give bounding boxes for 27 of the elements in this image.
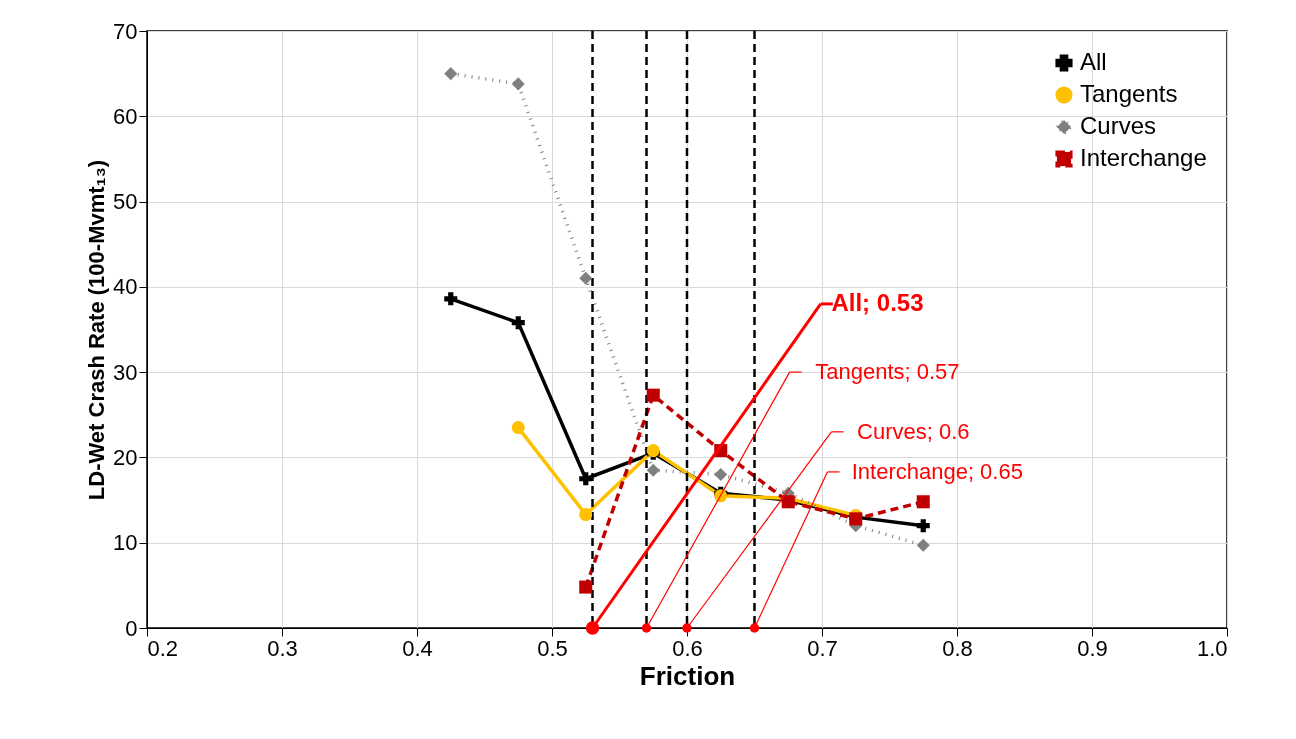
y-axis-title: LD-Wet Crash Rate (100-Mvmt₁₃) — [84, 159, 110, 501]
x-tick-label: 0.7 — [807, 635, 838, 661]
annotation: Curves; 0.6 — [857, 418, 970, 444]
x-tick-label: 0.3 — [267, 635, 298, 661]
x-tick-label: 0.6 — [672, 635, 703, 661]
y-tick-label: 40 — [113, 274, 138, 300]
y-tick-label: 0 — [125, 615, 138, 641]
y-tick-label: 60 — [113, 103, 138, 129]
y-tick-label: 10 — [113, 530, 138, 556]
legend-label: Interchange — [1080, 144, 1207, 171]
y-tick-label: 50 — [113, 189, 138, 215]
legend-label: Curves — [1080, 112, 1157, 139]
annotation: All; 0.53 — [831, 288, 924, 316]
legend-label: All — [1080, 48, 1107, 75]
annotation: Tangents; 0.57 — [815, 359, 960, 385]
legend-label: Tangents — [1080, 80, 1178, 107]
y-tick-label: 70 — [113, 18, 138, 44]
x-tick-label: 0.9 — [1077, 635, 1108, 661]
x-tick-label: 1.0 — [1196, 635, 1228, 661]
annotation: Interchange; 0.65 — [851, 458, 1023, 484]
y-tick-label: 30 — [113, 359, 138, 385]
y-tick-label: 20 — [113, 444, 138, 470]
x-tick-label: 0.2 — [147, 635, 179, 661]
x-tick-label: 0.5 — [537, 635, 568, 661]
x-axis-title: Friction — [639, 660, 736, 691]
x-tick-label: 0.4 — [402, 635, 433, 661]
x-tick-label: 0.8 — [942, 635, 973, 661]
